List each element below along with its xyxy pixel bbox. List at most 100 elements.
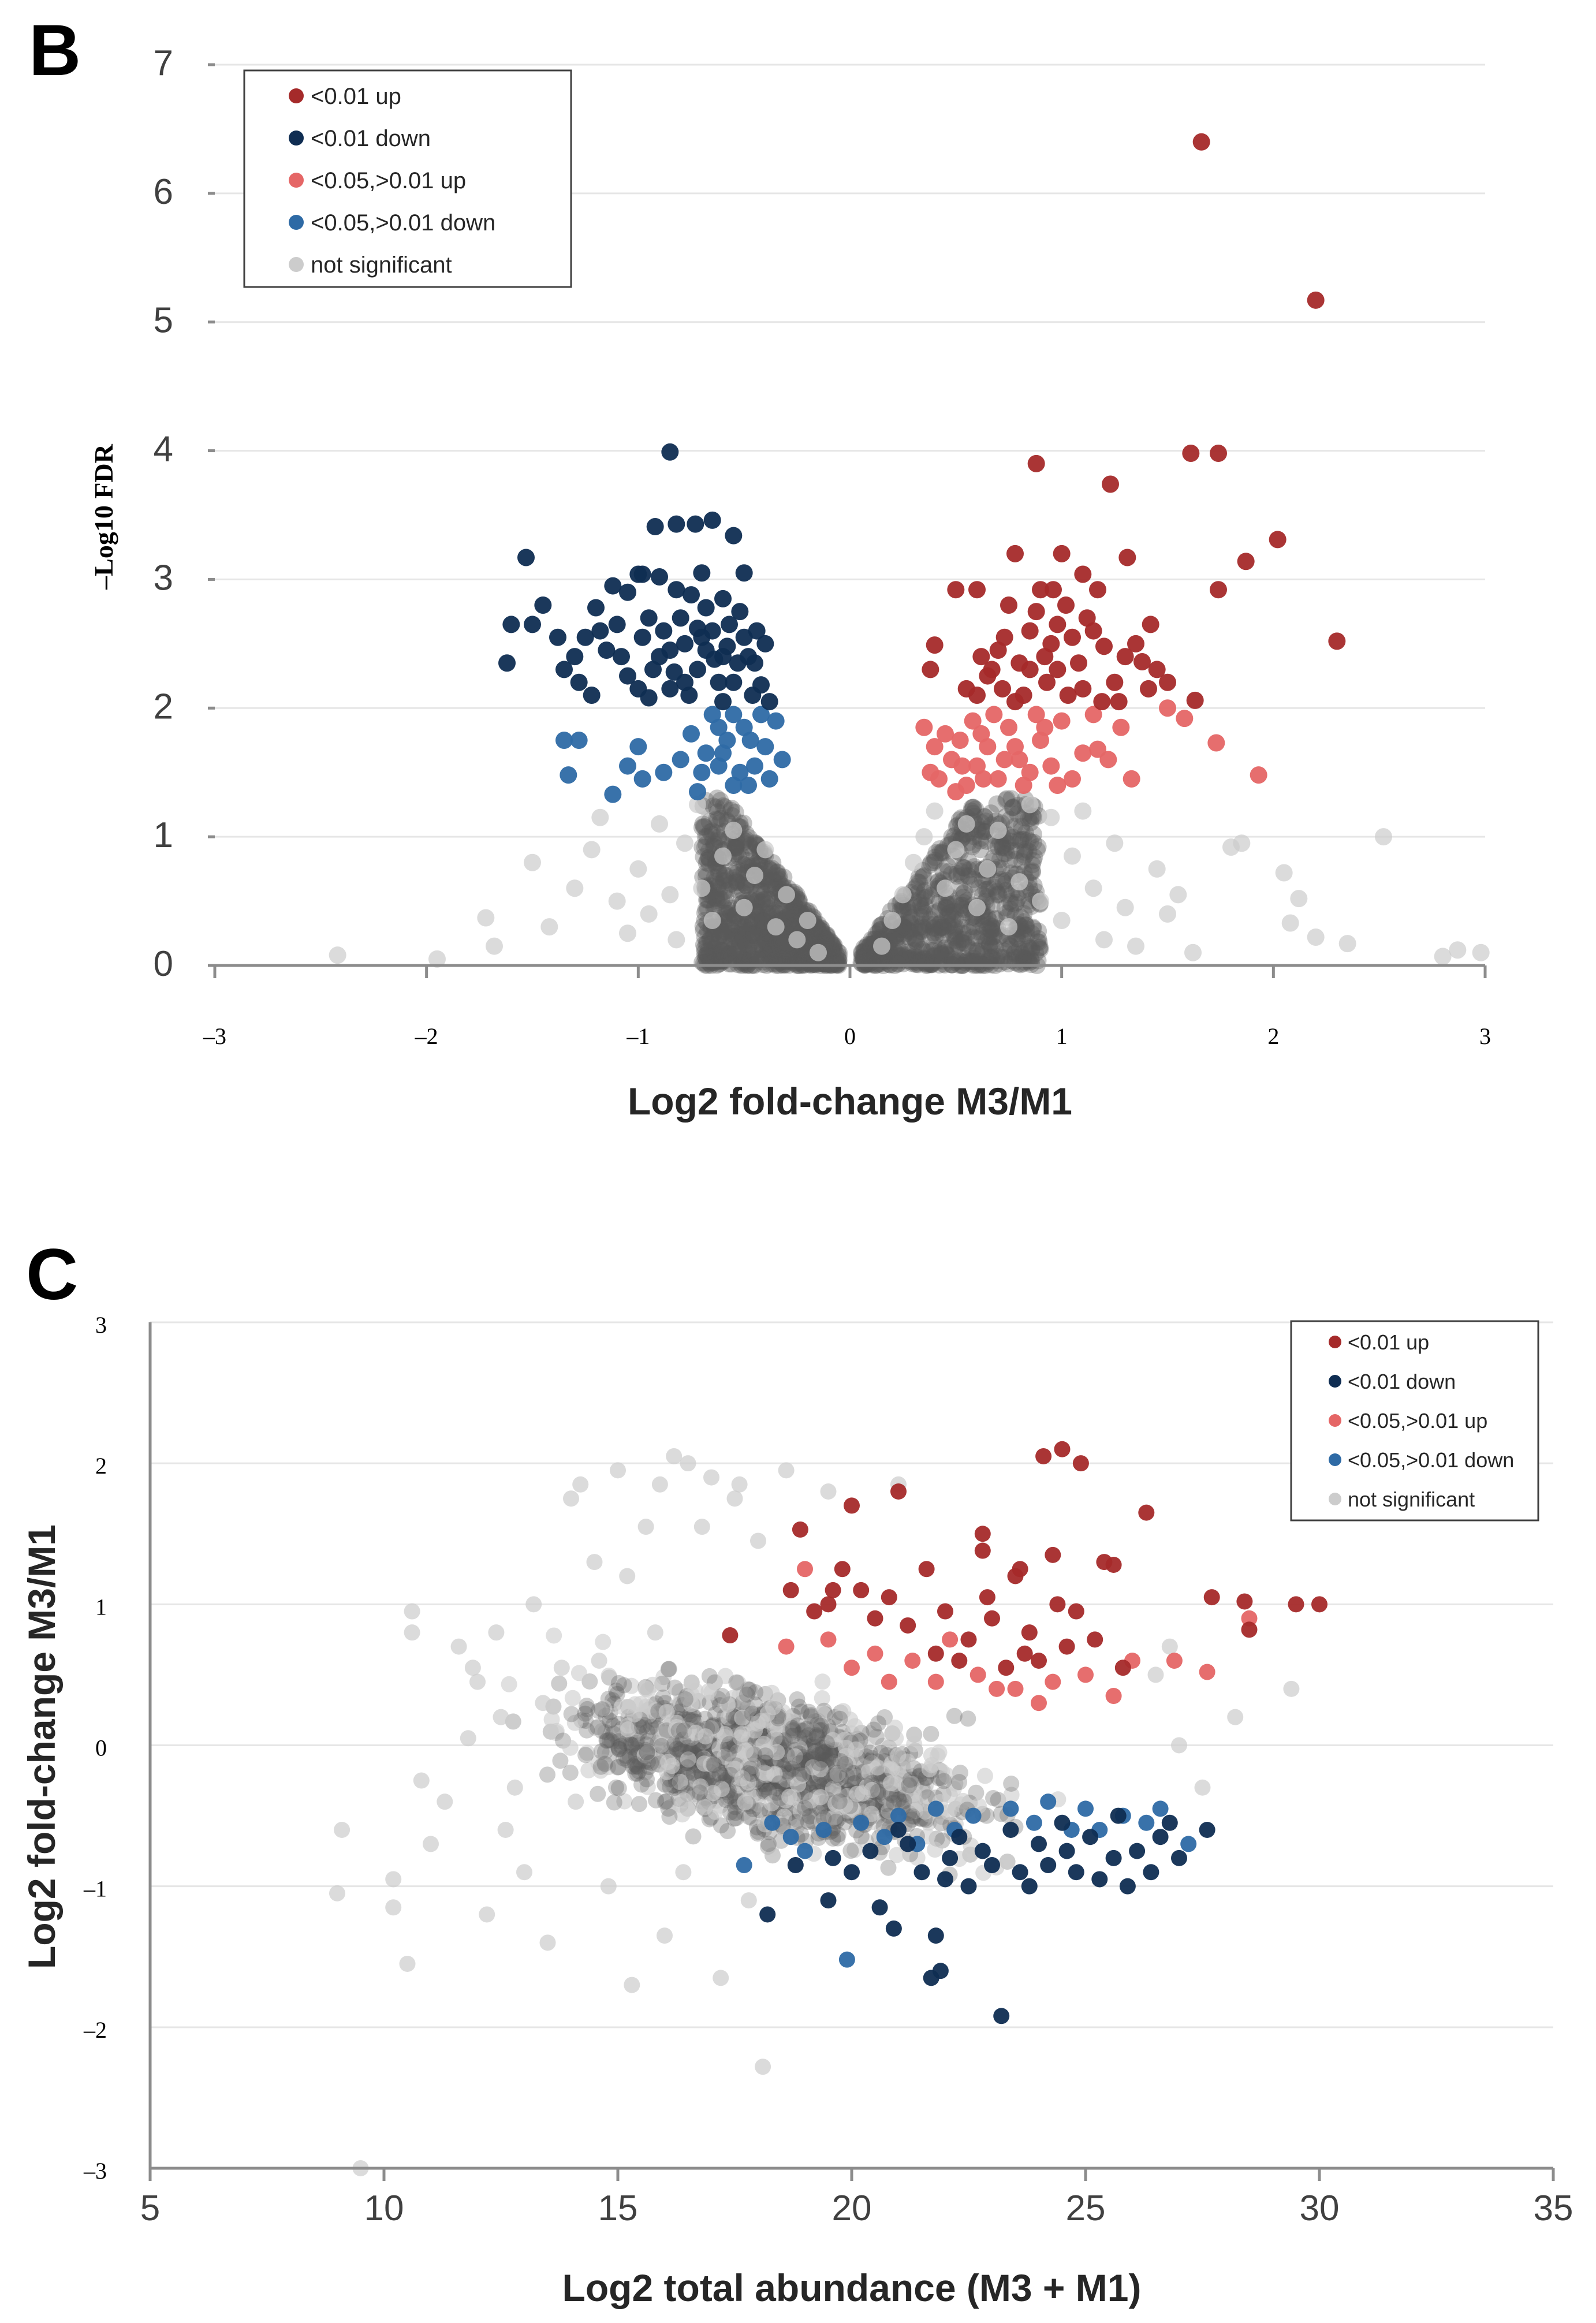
cloud-point bbox=[1019, 831, 1037, 849]
cloud-point bbox=[764, 871, 782, 889]
ma-plot-panel: C 5 10 15 20 25 30 35 –3 –2 –1 0 1 2 3 Log2 total ab… bbox=[20, 1235, 1573, 2309]
cloud-point bbox=[953, 899, 971, 917]
cloud-point bbox=[1012, 831, 1030, 849]
scatter-point bbox=[927, 1673, 944, 1690]
scatter-point bbox=[915, 718, 933, 736]
scatter-point bbox=[834, 1561, 851, 1578]
legend-marker bbox=[289, 173, 304, 188]
legend-marker bbox=[289, 215, 304, 230]
x-tick-label: 20 bbox=[832, 2188, 872, 2228]
cloud-point bbox=[696, 939, 714, 957]
cloud-point bbox=[926, 848, 944, 866]
cloud-point bbox=[741, 929, 759, 947]
cloud-point bbox=[763, 862, 781, 880]
cloud-point bbox=[927, 1841, 944, 1858]
cloud-point bbox=[842, 1843, 859, 1859]
scatter-point bbox=[583, 687, 601, 704]
cloud-point bbox=[764, 853, 782, 871]
scatter-point bbox=[825, 1850, 841, 1866]
cloud-point bbox=[719, 947, 737, 965]
cloud-point bbox=[1015, 950, 1032, 968]
scatter-point bbox=[1006, 693, 1024, 711]
scatter-point bbox=[1006, 545, 1024, 562]
scatter-point bbox=[750, 1532, 766, 1549]
scatter-point bbox=[1210, 445, 1227, 463]
cloud-point bbox=[915, 867, 933, 885]
cloud-point bbox=[993, 838, 1011, 856]
scatter-point bbox=[1192, 133, 1210, 151]
scatter-point bbox=[951, 732, 969, 749]
scatter-point bbox=[477, 909, 495, 927]
scatter-point bbox=[1031, 1695, 1047, 1712]
scatter-point bbox=[1283, 1680, 1300, 1697]
cloud-point bbox=[997, 882, 1015, 900]
scatter-point bbox=[969, 1666, 986, 1683]
cloud-point bbox=[995, 949, 1013, 967]
cloud-point bbox=[929, 920, 947, 938]
cloud-point bbox=[946, 940, 964, 958]
cloud-point bbox=[814, 926, 831, 944]
scatter-point bbox=[927, 1800, 944, 1817]
cloud-point bbox=[955, 894, 973, 912]
cloud-point bbox=[905, 948, 923, 965]
scatter-point bbox=[873, 937, 890, 955]
scatter-point bbox=[1169, 886, 1187, 904]
cloud-point bbox=[784, 950, 801, 968]
cloud-point bbox=[781, 1788, 798, 1805]
cloud-point bbox=[710, 889, 728, 907]
scatter-point bbox=[810, 944, 827, 961]
cloud-point bbox=[1015, 830, 1032, 848]
cloud-point bbox=[749, 904, 767, 922]
scatter-point bbox=[598, 642, 616, 659]
y-tick-label: 1 bbox=[95, 1594, 107, 1620]
scatter-point bbox=[535, 1695, 551, 1712]
cloud-point bbox=[901, 1777, 918, 1793]
cloud-point bbox=[743, 913, 761, 931]
cloud-point bbox=[938, 896, 956, 913]
cloud-point bbox=[893, 900, 911, 918]
cloud-point bbox=[988, 795, 1006, 813]
cloud-point bbox=[742, 946, 760, 964]
cloud-point bbox=[986, 938, 1004, 956]
scatter-point bbox=[423, 1836, 439, 1852]
cloud-point bbox=[946, 910, 964, 928]
scatter-point bbox=[540, 918, 558, 936]
scatter-point bbox=[1307, 928, 1325, 946]
cloud-point bbox=[864, 950, 882, 968]
cloud-point bbox=[676, 1792, 692, 1809]
cloud-point bbox=[943, 937, 961, 955]
cloud-point bbox=[577, 1747, 594, 1763]
scatter-point bbox=[404, 1624, 420, 1641]
cloud-point bbox=[737, 1794, 754, 1811]
cloud-point bbox=[1021, 814, 1039, 831]
cloud-point bbox=[707, 1803, 724, 1820]
cloud-point bbox=[973, 927, 991, 945]
scatter-point bbox=[942, 1850, 959, 1866]
scatter-point bbox=[1084, 879, 1102, 897]
cloud-point bbox=[1006, 851, 1024, 868]
scatter-point bbox=[746, 867, 763, 884]
cloud-point bbox=[942, 866, 960, 883]
scatter-point bbox=[329, 1885, 345, 1901]
cloud-point bbox=[1025, 877, 1043, 894]
cloud-point bbox=[994, 837, 1012, 855]
scatter-point bbox=[881, 1589, 897, 1606]
scatter-point bbox=[890, 1822, 907, 1838]
scatter-point bbox=[1074, 565, 1092, 583]
cloud-point bbox=[795, 948, 812, 966]
scatter-point bbox=[646, 518, 664, 536]
cloud-point bbox=[546, 1627, 562, 1644]
cloud-point bbox=[831, 1710, 848, 1727]
scatter-point bbox=[760, 693, 778, 711]
cloud-point bbox=[946, 826, 964, 844]
scatter-point bbox=[989, 770, 1007, 788]
cloud-point bbox=[763, 939, 781, 957]
cloud-point bbox=[906, 919, 924, 937]
scatter-point bbox=[576, 628, 594, 646]
cloud-point bbox=[711, 954, 729, 972]
cloud-point bbox=[737, 1742, 754, 1759]
cloud-point bbox=[756, 933, 774, 950]
cloud-point bbox=[926, 915, 944, 933]
cloud-point bbox=[1016, 847, 1034, 864]
x-tick-label: –1 bbox=[626, 1023, 650, 1049]
